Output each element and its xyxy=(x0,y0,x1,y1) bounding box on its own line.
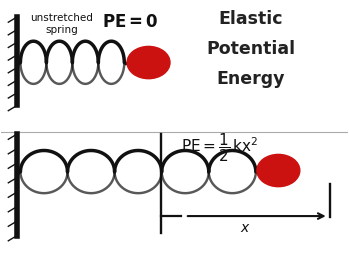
Circle shape xyxy=(127,46,170,79)
Circle shape xyxy=(257,154,300,187)
Text: $\mathrm{PE} = \dfrac{1}{2}\,\mathrm{kx}^2$: $\mathrm{PE} = \dfrac{1}{2}\,\mathrm{kx}… xyxy=(181,132,259,164)
Text: unstretched
spring: unstretched spring xyxy=(31,13,94,36)
Text: Potential: Potential xyxy=(206,41,295,58)
Text: Energy: Energy xyxy=(216,70,285,88)
Text: Elastic: Elastic xyxy=(218,11,283,28)
Text: $x$: $x$ xyxy=(240,221,251,235)
Text: $\mathbf{PE = 0}$: $\mathbf{PE = 0}$ xyxy=(102,13,158,31)
